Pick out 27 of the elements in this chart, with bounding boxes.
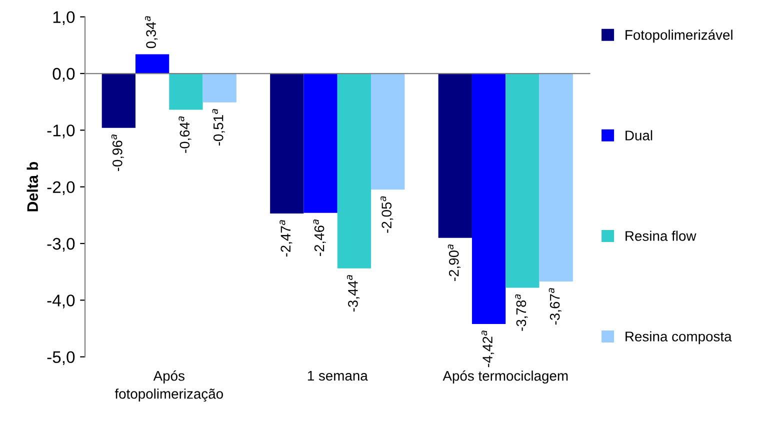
data-label: -4,42$^{a}$: [482, 330, 494, 368]
data-label: -3,78$^{a}$: [515, 294, 528, 331]
y-tick-label: 1,0: [53, 11, 75, 26]
data-label: -2,90$^{a}$: [448, 244, 460, 281]
y-axis-title: Delta b: [26, 162, 38, 212]
data-label: -2,05$^{a}$: [380, 196, 394, 233]
data-label: 0,34$^{a}$: [145, 16, 158, 48]
data-label: -3,44$^{a}$: [346, 275, 360, 312]
x-tick-label: Após termociclagem: [442, 370, 568, 384]
y-tick-label: 0,0: [52, 68, 75, 82]
data-label: -2,46$^{a}$: [313, 220, 326, 256]
y-tick-label: -5,0: [47, 351, 75, 366]
legend-label: Dual: [626, 130, 652, 140]
y-tick-label: -3,0: [47, 238, 75, 252]
y-tick-label: -2,0: [47, 181, 75, 196]
legend-label: Fotopolimerizável: [626, 30, 732, 43]
y-tick-label: -4,0: [47, 294, 75, 308]
legend-label: Resina composta: [626, 331, 732, 344]
y-tick-label: -1,0: [47, 124, 75, 138]
x-tick-label: Após fotopolimerização: [114, 370, 223, 402]
data-label: -0,96$^{a}$: [111, 134, 124, 172]
data-label: -0,64$^{a}$: [178, 116, 192, 153]
data-label: -3,67$^{a}$: [548, 288, 562, 325]
x-tick-label: 1 semana: [308, 370, 368, 381]
data-label: -0,51$^{a}$: [212, 109, 225, 146]
data-label: -2,47$^{a}$: [280, 220, 292, 257]
legend-label: Resina flow: [626, 230, 696, 241]
